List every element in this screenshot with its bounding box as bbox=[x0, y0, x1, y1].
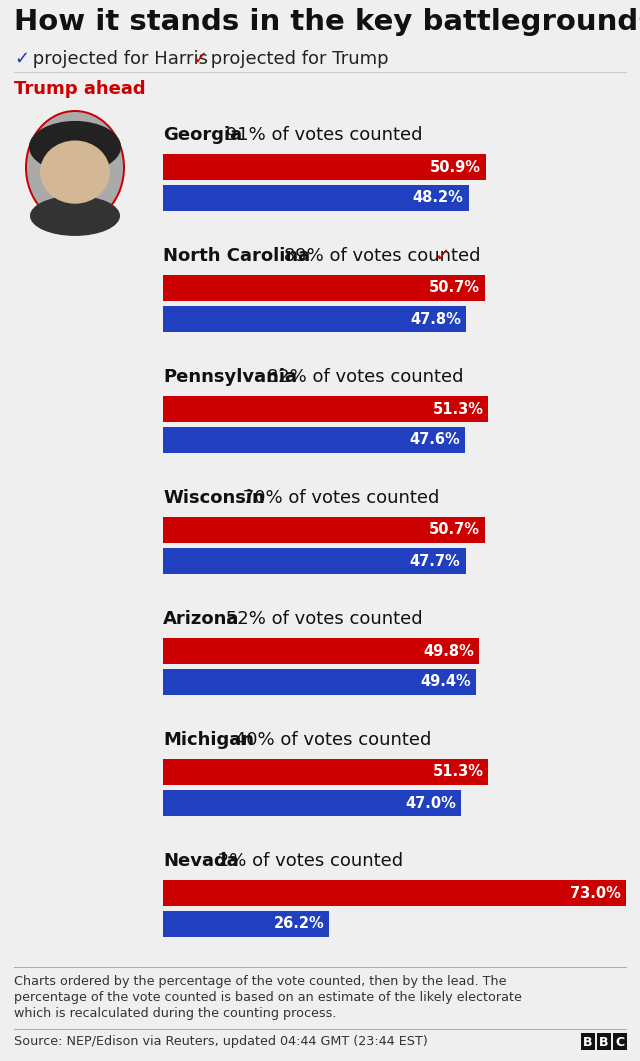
Text: percentage of the vote counted is based on an estimate of the likely electorate: percentage of the vote counted is based … bbox=[14, 991, 522, 1004]
Text: 50.7%: 50.7% bbox=[429, 280, 479, 296]
Text: 70% of votes counted: 70% of votes counted bbox=[237, 489, 439, 507]
Ellipse shape bbox=[29, 121, 121, 173]
Text: 52% of votes counted: 52% of votes counted bbox=[220, 610, 423, 628]
Text: 40% of votes counted: 40% of votes counted bbox=[228, 731, 431, 749]
FancyBboxPatch shape bbox=[163, 911, 329, 937]
Text: Wisconsin: Wisconsin bbox=[163, 489, 265, 507]
Text: which is recalculated during the counting process.: which is recalculated during the countin… bbox=[14, 1007, 337, 1020]
Text: C: C bbox=[616, 1036, 625, 1048]
Text: 50.9%: 50.9% bbox=[430, 159, 481, 174]
Text: Source: NEP/Edison via Reuters, updated 04:44 GMT (23:44 EST): Source: NEP/Edison via Reuters, updated … bbox=[14, 1034, 428, 1048]
Text: 51.3%: 51.3% bbox=[433, 765, 483, 780]
FancyBboxPatch shape bbox=[163, 275, 484, 301]
FancyBboxPatch shape bbox=[163, 154, 486, 180]
FancyBboxPatch shape bbox=[163, 547, 465, 574]
FancyBboxPatch shape bbox=[163, 638, 479, 664]
FancyBboxPatch shape bbox=[163, 759, 488, 785]
Text: Michigan: Michigan bbox=[163, 731, 254, 749]
Text: 47.8%: 47.8% bbox=[410, 312, 461, 327]
FancyBboxPatch shape bbox=[163, 517, 484, 543]
Text: Arizona: Arizona bbox=[163, 610, 239, 628]
Text: How it stands in the key battlegrounds: How it stands in the key battlegrounds bbox=[14, 8, 640, 36]
FancyBboxPatch shape bbox=[163, 427, 465, 453]
Text: 47.0%: 47.0% bbox=[405, 796, 456, 811]
Ellipse shape bbox=[25, 110, 125, 225]
FancyBboxPatch shape bbox=[581, 1033, 595, 1050]
Text: Nevada: Nevada bbox=[163, 852, 239, 870]
Text: 50.7%: 50.7% bbox=[429, 522, 479, 538]
Text: B: B bbox=[599, 1036, 609, 1048]
Text: 49.8%: 49.8% bbox=[423, 644, 474, 659]
Text: 48.2%: 48.2% bbox=[413, 191, 464, 206]
Text: ✓: ✓ bbox=[429, 247, 450, 265]
Text: 91% of votes counted: 91% of votes counted bbox=[220, 126, 423, 144]
FancyBboxPatch shape bbox=[163, 669, 476, 695]
Ellipse shape bbox=[40, 140, 110, 204]
FancyBboxPatch shape bbox=[613, 1033, 627, 1050]
FancyBboxPatch shape bbox=[163, 306, 466, 332]
Text: Trump ahead: Trump ahead bbox=[14, 80, 146, 98]
Text: B: B bbox=[583, 1036, 593, 1048]
Text: ✓: ✓ bbox=[192, 50, 207, 68]
Text: 49.4%: 49.4% bbox=[420, 675, 471, 690]
FancyBboxPatch shape bbox=[597, 1033, 611, 1050]
FancyBboxPatch shape bbox=[163, 880, 626, 906]
FancyBboxPatch shape bbox=[163, 185, 468, 211]
Ellipse shape bbox=[30, 195, 120, 236]
Text: 82% of votes counted: 82% of votes counted bbox=[261, 368, 464, 386]
FancyBboxPatch shape bbox=[163, 396, 488, 422]
Ellipse shape bbox=[27, 112, 123, 223]
Text: 2% of votes counted: 2% of votes counted bbox=[212, 852, 403, 870]
Text: 26.2%: 26.2% bbox=[273, 917, 324, 932]
Text: 47.7%: 47.7% bbox=[410, 554, 461, 569]
Text: projected for Trump: projected for Trump bbox=[205, 50, 388, 68]
Text: projected for Harris: projected for Harris bbox=[27, 50, 214, 68]
Text: 51.3%: 51.3% bbox=[433, 401, 483, 417]
Text: ✓: ✓ bbox=[14, 50, 29, 68]
Text: Charts ordered by the percentage of the vote counted, then by the lead. The: Charts ordered by the percentage of the … bbox=[14, 975, 506, 988]
Text: North Carolina: North Carolina bbox=[163, 247, 310, 265]
Text: Georgia: Georgia bbox=[163, 126, 242, 144]
FancyBboxPatch shape bbox=[163, 790, 461, 816]
Text: 89% of votes counted: 89% of votes counted bbox=[278, 247, 480, 265]
Text: Pennsylvania: Pennsylvania bbox=[163, 368, 297, 386]
Text: 47.6%: 47.6% bbox=[409, 433, 460, 448]
Text: 73.0%: 73.0% bbox=[570, 886, 621, 901]
